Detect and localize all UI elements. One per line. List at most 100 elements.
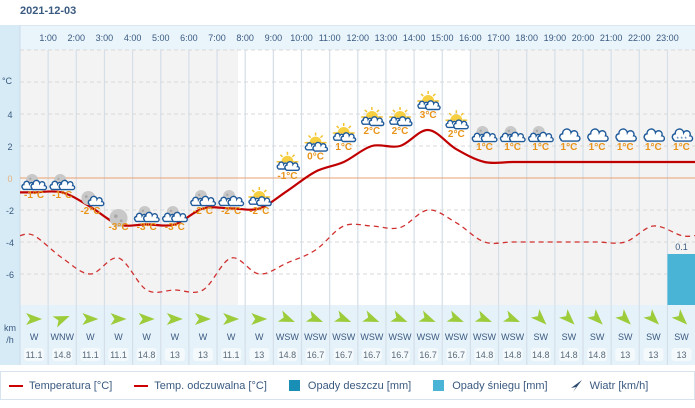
wind-speed: 11.1 (110, 350, 127, 360)
hour-label: 19:00 (544, 33, 567, 43)
cloud-shape (199, 195, 217, 207)
cloud-shape (559, 128, 581, 142)
hour-label: 8:00 (236, 33, 254, 43)
wind-direction: WSW (389, 332, 412, 342)
crater (535, 129, 539, 132)
wind-direction: W (199, 332, 208, 342)
date-label: 2021-12-03 (20, 5, 77, 17)
wind-speed-box (558, 348, 579, 361)
hour-label: 1:00 (39, 33, 57, 43)
feels-swatch (134, 384, 149, 387)
arrow-shape (82, 313, 99, 325)
hour-label: 4:00 (124, 33, 142, 43)
wind-speed: 13 (254, 350, 264, 360)
wind-direction: WSW (473, 332, 496, 342)
cloud-shape (58, 179, 76, 191)
wind-speed: 16.7 (391, 350, 409, 360)
wind-arrow-icon (334, 310, 352, 322)
wind-speed-box (587, 348, 608, 361)
hour-label: 5:00 (152, 33, 170, 43)
crater (84, 195, 88, 199)
arrow-shape (530, 309, 547, 325)
cloudy-icon (643, 128, 666, 142)
cloudy-icon (615, 128, 637, 142)
arrow-shape (305, 310, 323, 322)
wind-speed-box (24, 348, 45, 361)
wind-speed-box (221, 348, 242, 361)
temp-label: -2°C (193, 206, 213, 217)
sun-ray (251, 189, 255, 193)
partly-cloudy-night-icon (499, 126, 526, 143)
wind-direction: WSW (332, 332, 355, 342)
cloud-shape (396, 116, 413, 127)
legend-wind[interactable]: Wiatr [km/h] (570, 379, 648, 393)
partly-cloudy-night-icon (133, 206, 160, 223)
rain-swatch (288, 380, 300, 391)
feels-like-line (19, 209, 695, 293)
temp-label: -3°C (137, 222, 157, 233)
crater (479, 129, 482, 132)
partly-cloudy-day-icon (248, 187, 272, 207)
clear-night-icon (109, 209, 128, 227)
wind-speed: 13 (198, 350, 208, 360)
sun-ray (348, 125, 352, 129)
snowflake: * (685, 137, 688, 143)
sun-shape (281, 155, 294, 162)
sun-shape (337, 127, 350, 133)
legend-temp[interactable]: Temperatura [°C] (9, 380, 112, 392)
sun-ray (279, 154, 284, 158)
sun-shape (309, 136, 322, 143)
wind-direction: WSW (417, 332, 440, 342)
legend-rain[interactable]: Opady deszczu [mm] (288, 380, 411, 392)
cloud-shape (453, 119, 469, 130)
partly-cloudy-night-icon (218, 190, 245, 207)
wind-arrow-icon (110, 313, 127, 325)
wind-speed: 14.8 (588, 350, 606, 360)
hour-label: 10:00 (290, 33, 313, 43)
legend-temp-label: Temperatura [°C] (29, 379, 113, 392)
forecast-chart: 1:00 2:00 3:00 4:00 5:00 6:00 7:00 8:00 9:00 10:0… (0, 25, 695, 365)
wind-direction: WSW (360, 332, 383, 342)
wind-speed-box (52, 348, 73, 361)
y-tick-label: 4 (7, 110, 12, 120)
wind-arrow-icon (166, 313, 183, 325)
wind-arrow-icon (390, 310, 408, 322)
partly-cloudy-night-icon (21, 174, 48, 191)
cloud-shape (142, 211, 160, 223)
wind-arrow-icon (474, 310, 492, 322)
y-tick-label: -6 (6, 270, 14, 280)
temp-label: -3°C (108, 222, 128, 233)
sun-ray (420, 93, 424, 97)
hour-label: 3:00 (96, 33, 114, 43)
arrow-shape (26, 313, 43, 325)
arrow-shape (52, 316, 70, 328)
sun-ray (364, 109, 368, 113)
moon-small-cloud-icon (81, 191, 105, 207)
legend-snow-label: Opady śniegu [mm] (452, 379, 548, 392)
hour-label: 17:00 (487, 33, 510, 43)
wind-direction: SW (590, 332, 605, 342)
sun-shape (422, 95, 435, 101)
snowflake: * (681, 137, 684, 143)
hour-label: 21:00 (600, 33, 623, 43)
sun-shape (253, 191, 266, 197)
sun-ray (291, 154, 296, 158)
temp-label: 1°C (476, 142, 493, 153)
hour-label: 13:00 (375, 33, 398, 43)
wind-speed-box (615, 348, 636, 361)
wind-direction: W (30, 332, 39, 342)
temp-label: 0°C (307, 152, 324, 163)
hour-label: 12:00 (347, 33, 370, 43)
wind-speed-box (164, 348, 185, 361)
temp-label: -3°C (165, 222, 185, 233)
temp-label: -2°C (221, 206, 241, 217)
crater (119, 219, 123, 223)
wind-speed: 16.7 (363, 350, 381, 360)
temp-label: 1°C (504, 142, 521, 153)
legend-feels[interactable]: Temp. odczuwalna [°C] (134, 380, 267, 392)
y-tick-label: 0 (7, 174, 12, 184)
wind-arrow-icon (362, 310, 380, 322)
legend-snow[interactable]: Opady śniegu [mm] (433, 379, 548, 392)
arrow-shape (587, 309, 603, 325)
snow-bar (667, 254, 695, 305)
